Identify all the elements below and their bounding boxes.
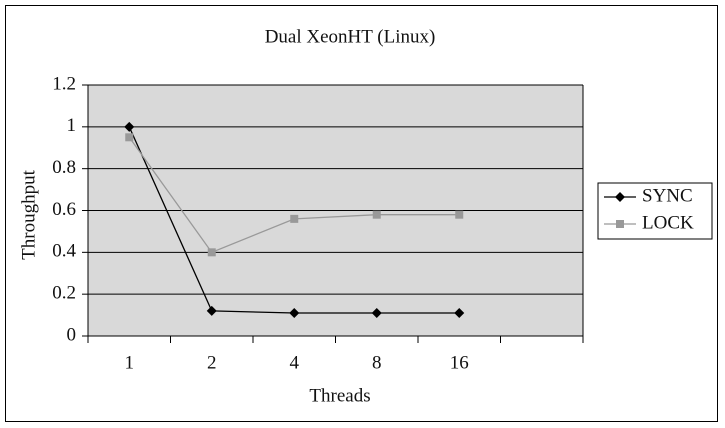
y-axis-label: Throughput [18, 169, 39, 259]
point [455, 210, 464, 219]
legend-label: SYNC [642, 185, 693, 206]
legend-box [597, 182, 713, 240]
point [616, 220, 624, 228]
point [372, 210, 381, 219]
chart-title: Dual XeonHT (Linux) [265, 26, 436, 47]
point [615, 192, 625, 202]
y-tick-label: 1 [67, 115, 77, 136]
y-tick-label: 0.4 [52, 241, 76, 262]
y-tick-label: 1.2 [52, 73, 76, 94]
x-axis-label: Threads [309, 385, 370, 406]
legend-label: LOCK [642, 212, 694, 233]
y-tick-label: 0.8 [52, 157, 76, 178]
x-tick-label: 8 [372, 352, 382, 373]
point [454, 307, 465, 318]
y-tick-label: 0.2 [52, 283, 76, 304]
y-tick-label: 0.6 [52, 199, 76, 220]
x-tick-label: 4 [290, 352, 300, 373]
x-tick-label: 16 [450, 352, 469, 373]
y-tick-label: 0 [67, 324, 77, 345]
point [207, 248, 216, 257]
point [125, 133, 134, 142]
x-tick-label: 1 [125, 352, 135, 373]
point [289, 307, 300, 318]
point [206, 305, 217, 316]
point [124, 121, 135, 132]
point [371, 307, 382, 318]
x-tick-label: 2 [207, 352, 217, 373]
point [290, 214, 299, 223]
